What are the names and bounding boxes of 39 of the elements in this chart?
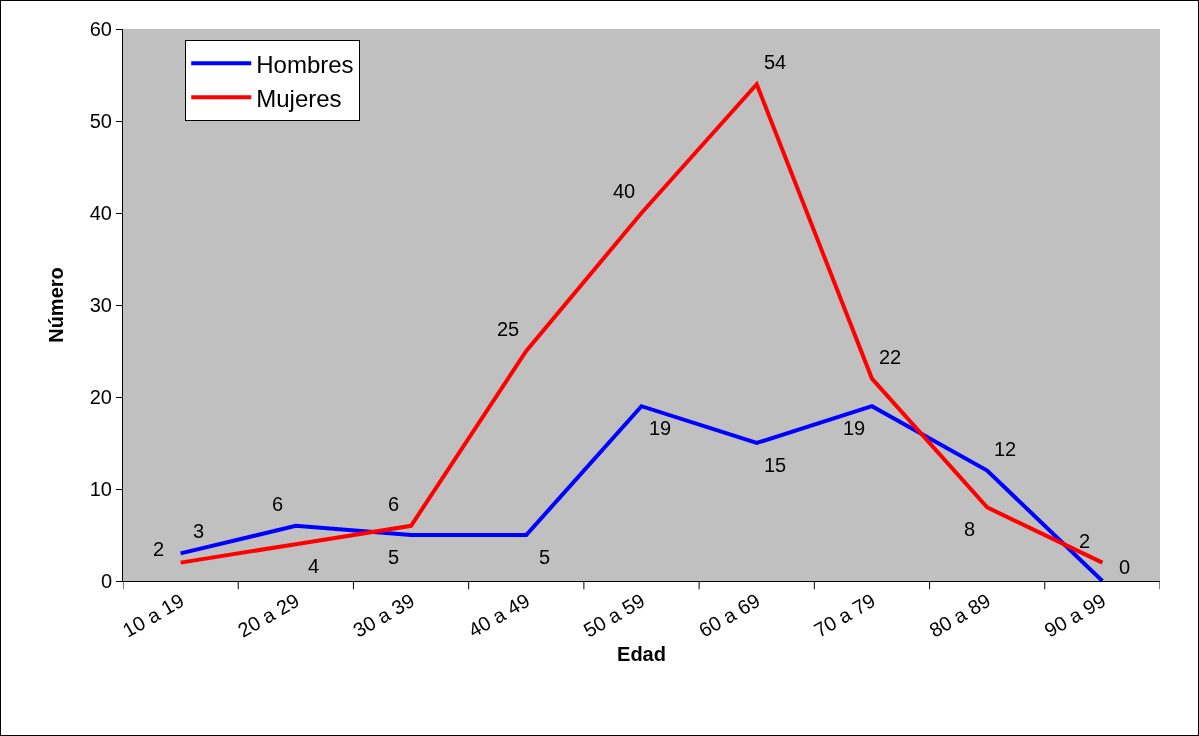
x-tick-label: 60 a 69 — [694, 589, 764, 642]
y-tick-label: 40 — [89, 202, 112, 224]
data-label: 40 — [613, 180, 636, 202]
data-label: 4 — [308, 555, 320, 577]
x-tick-label: 40 a 49 — [464, 589, 534, 642]
y-tick-label: 10 — [89, 478, 112, 500]
data-label: 3 — [193, 520, 205, 542]
y-axis-title: Número — [45, 267, 68, 343]
x-tick-label: 90 a 99 — [1040, 589, 1110, 642]
y-tick-label: 50 — [89, 110, 112, 132]
x-tick-label: 80 a 89 — [925, 589, 995, 642]
data-label: 19 — [649, 417, 672, 439]
data-label: 25 — [497, 318, 520, 340]
y-tick-label: 20 — [89, 386, 112, 408]
data-label: 54 — [764, 51, 787, 73]
data-label: 0 — [1119, 556, 1131, 578]
data-label: 8 — [964, 518, 976, 540]
data-label: 5 — [388, 546, 400, 568]
data-label: 2 — [153, 538, 165, 560]
x-tick-label: 20 a 29 — [234, 589, 303, 642]
data-label: 2 — [1079, 530, 1091, 552]
x-tick-label: 10 a 19 — [118, 589, 188, 642]
legend-label: Hombres — [256, 50, 354, 78]
data-label: 15 — [764, 454, 787, 476]
y-tick-label: 60 — [89, 18, 112, 40]
x-tick-label: 50 a 59 — [579, 589, 649, 642]
data-label: 6 — [388, 493, 400, 515]
line-series — [178, 404, 1105, 581]
x-axis-title: Edad — [617, 643, 666, 666]
x-tick-label: 70 a 79 — [810, 589, 879, 642]
data-label: 5 — [539, 546, 551, 568]
y-tick-label: 0 — [100, 570, 112, 592]
data-label: 12 — [994, 438, 1017, 460]
x-tick-label: 30 a 39 — [349, 589, 419, 642]
data-label: 6 — [272, 493, 284, 515]
data-label: 19 — [843, 417, 866, 439]
data-label: 22 — [879, 346, 902, 368]
legend-label: Mujeres — [256, 84, 342, 112]
y-tick-label: 30 — [89, 294, 112, 316]
